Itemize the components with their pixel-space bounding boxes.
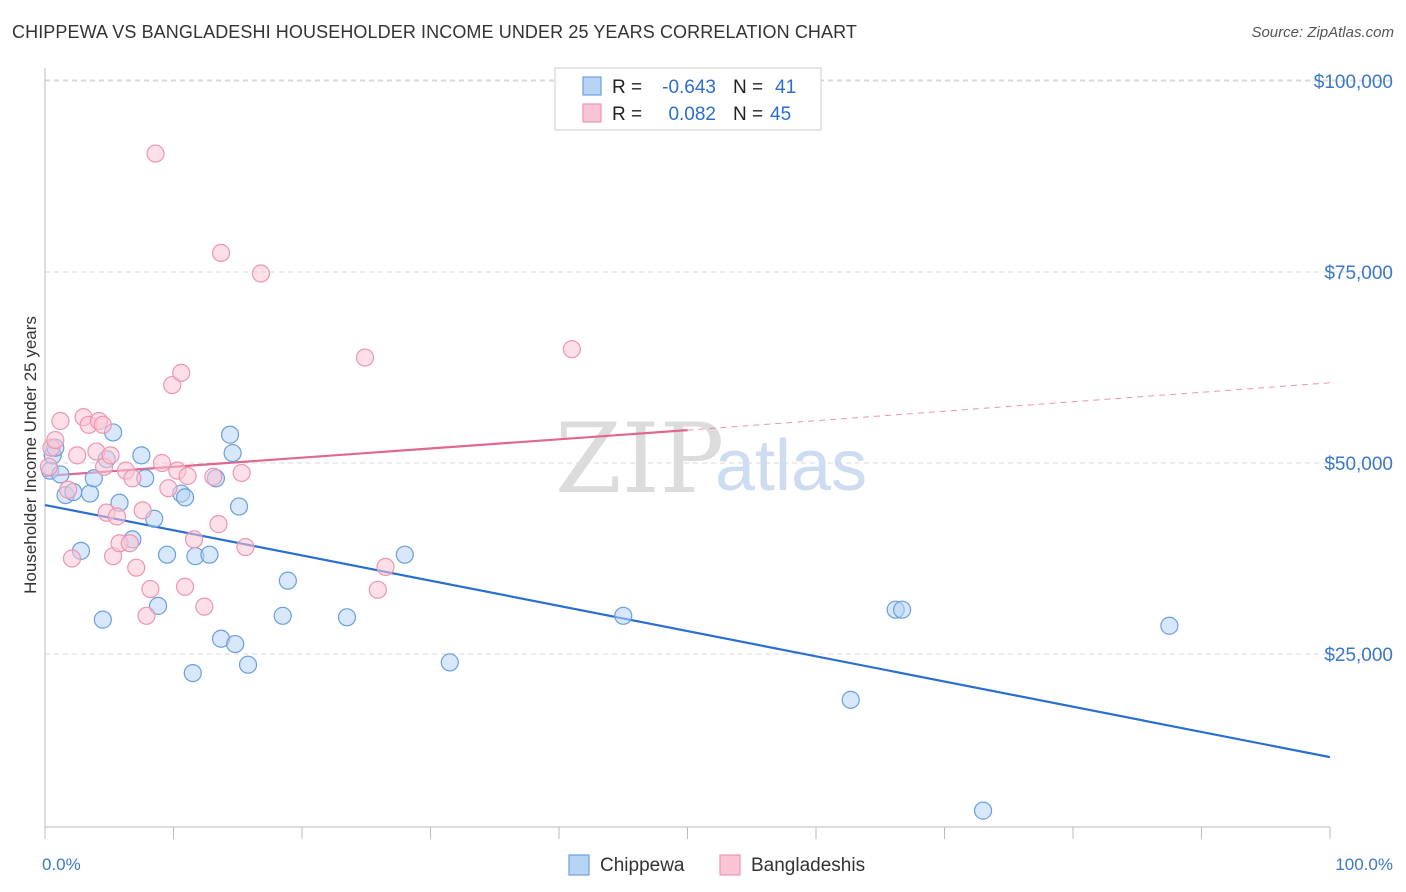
data-point-chippewa: [238, 655, 258, 674]
data-point-bangladeshi: [107, 507, 127, 526]
data-point-bangladeshi: [127, 558, 146, 577]
y-tick-label: $100,000: [1314, 72, 1393, 93]
tick-labels: $25,000 $50,000 $75,000 $100,000 0.0% 100.0%: [42, 72, 1393, 874]
data-point-bangladeshi: [133, 501, 152, 520]
legend-r-value: -0.643: [662, 77, 716, 98]
data-point-bangladeshi: [137, 606, 156, 625]
data-point-bangladeshi: [562, 340, 581, 359]
grid: [45, 79, 1393, 655]
correlation-legend: R = -0.643 N = 41 R = 0.082 N = 45: [554, 67, 822, 131]
data-point-bangladeshi: [184, 530, 204, 549]
data-point-bangladeshi: [68, 446, 87, 465]
y-tick-label: $75,000: [1324, 263, 1393, 284]
legend-swatch-chippewa: [582, 76, 602, 96]
watermark: ZIP atlas: [555, 403, 867, 515]
data-point-bangladeshi: [146, 144, 165, 163]
data-point-bangladeshi: [355, 348, 375, 367]
data-point-chippewa: [395, 545, 414, 564]
trendline-bangladeshis: [687, 382, 1331, 431]
data-point-bangladeshi: [175, 577, 195, 596]
data-point-chippewa: [148, 596, 168, 615]
data-point-bangladeshi: [39, 457, 58, 476]
data-point-chippewa: [1160, 616, 1179, 635]
data-point-bangladeshi: [172, 363, 191, 382]
data-point-bangladeshi: [163, 375, 182, 395]
x-tick-label: 100.0%: [1335, 855, 1393, 874]
series-legend: Chippewa Bangladeshis: [568, 854, 865, 876]
legend-n-value: 45: [770, 104, 791, 125]
data-point-bangladeshi: [376, 557, 395, 577]
trendline-chippewa: [44, 503, 1331, 759]
legend-n-label: N =: [733, 104, 763, 125]
data-point-bangladeshi: [141, 579, 160, 599]
data-point-chippewa: [80, 484, 100, 503]
y-tick-label: $50,000: [1324, 454, 1393, 475]
data-point-bangladeshi: [159, 479, 178, 498]
data-point-chippewa: [278, 571, 297, 590]
source-label: Source: ZipAtlas.com: [1251, 24, 1394, 41]
data-point-bangladeshi: [123, 469, 142, 488]
data-point-chippewa: [229, 497, 249, 516]
y-tick-label: $25,000: [1324, 645, 1393, 666]
x-tick-label: 0.0%: [42, 855, 81, 874]
legend-n-label: N =: [733, 77, 763, 98]
data-point-bangladeshi: [204, 467, 223, 486]
data-point-chippewa: [223, 443, 242, 463]
data-point-chippewa: [132, 446, 151, 465]
data-point-chippewa: [337, 608, 357, 627]
legend-swatch-bangladeshi: [719, 854, 741, 876]
data-point-bangladeshi: [59, 480, 78, 499]
legend-swatch-chippewa: [568, 854, 590, 876]
legend-label-bangladeshi: Bangladeshis: [751, 855, 865, 876]
data-point-bangladeshi: [251, 264, 270, 283]
legend-r-label: R =: [612, 77, 642, 98]
data-point-bangladeshi: [195, 597, 214, 616]
data-point-bangladeshi: [232, 463, 251, 483]
data-point-bangladeshi: [209, 515, 228, 534]
data-point-bangladeshi: [211, 243, 231, 262]
data-point-bangladeshi: [120, 534, 139, 553]
data-points: [39, 144, 1179, 820]
data-point-bangladeshi: [152, 453, 172, 473]
legend-r-label: R =: [612, 104, 642, 125]
data-point-bangladeshi: [51, 411, 70, 431]
trendlines: [44, 382, 1331, 759]
data-point-chippewa: [200, 545, 219, 564]
data-point-bangladeshi: [93, 415, 112, 434]
data-point-chippewa: [157, 545, 177, 564]
data-point-chippewa: [841, 690, 860, 709]
data-point-chippewa: [226, 634, 245, 654]
chart-title: CHIPPEWA VS BANGLADESHI HOUSEHOLDER INCO…: [12, 22, 858, 42]
data-point-bangladeshi: [368, 580, 387, 599]
data-point-chippewa: [183, 663, 202, 683]
data-point-chippewa: [84, 469, 103, 488]
legend-n-value: 41: [775, 77, 796, 98]
legend-label-chippewa: Chippewa: [600, 855, 685, 876]
legend-swatch-bangladeshi: [582, 103, 602, 123]
data-point-bangladeshi: [236, 537, 255, 557]
data-point-chippewa: [973, 801, 993, 820]
trendline-bangladeshis: [44, 429, 688, 478]
data-point-chippewa: [892, 600, 912, 619]
watermark-zip: ZIP: [555, 403, 724, 515]
data-point-chippewa: [440, 653, 459, 672]
y-axis-label: Householder Income Under 25 years: [21, 316, 40, 594]
watermark-atlas: atlas: [715, 426, 867, 506]
data-point-bangladeshi: [101, 446, 120, 465]
data-point-bangladeshi: [62, 549, 82, 568]
data-point-chippewa: [273, 606, 292, 625]
data-point-chippewa: [93, 610, 112, 629]
data-point-chippewa: [220, 425, 240, 444]
data-point-chippewa: [175, 488, 195, 507]
data-point-bangladeshi: [46, 430, 65, 450]
data-point-bangladeshi: [178, 466, 197, 486]
legend-r-value: 0.082: [668, 104, 716, 125]
data-point-chippewa: [614, 606, 633, 625]
